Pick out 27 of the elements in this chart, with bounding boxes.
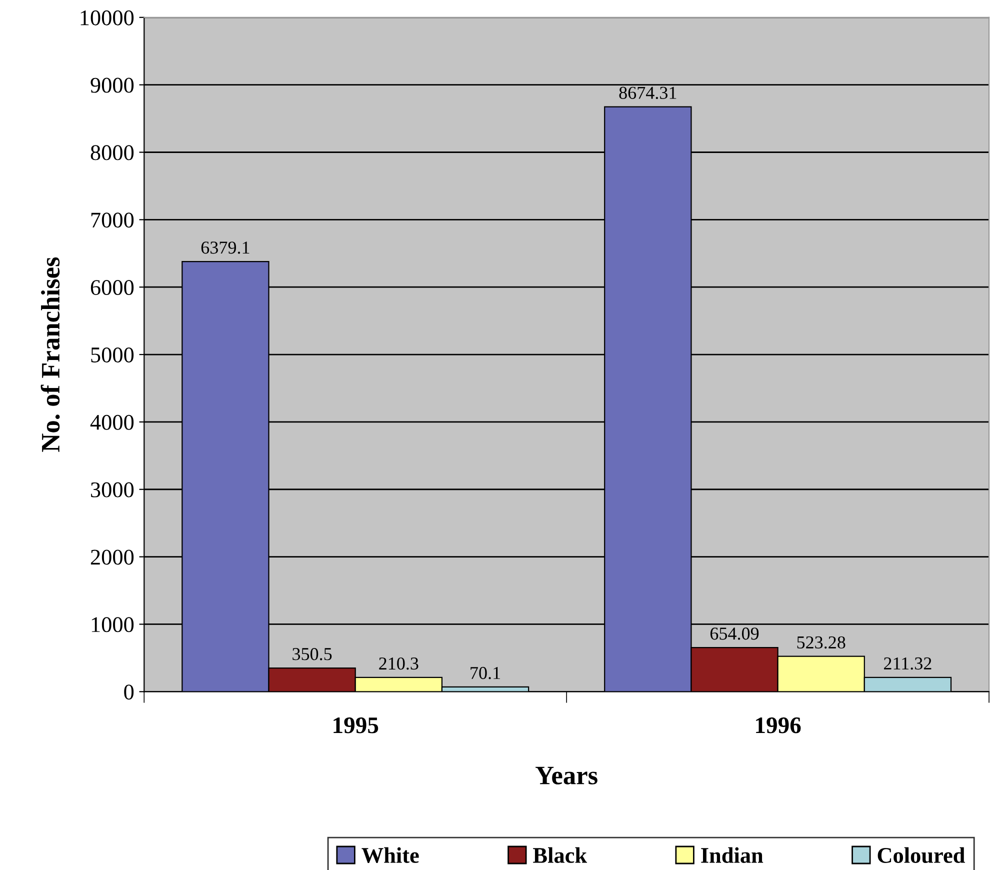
x-tick-label: 1996 [756,717,801,734]
data-label: 350.5 [292,648,332,660]
y-tick-label: 8000 [90,145,134,160]
y-tick-label: 9000 [90,78,134,93]
legend-label: White [362,847,419,864]
y-tick-label: 4000 [90,414,134,430]
data-label: 211.32 [884,657,932,670]
data-label: 210.3 [379,657,418,670]
y-tick-label: 6000 [90,280,134,296]
y-tick-label: 0 [124,684,134,700]
data-label: 70.1 [470,666,500,680]
y-tick-label: 5000 [91,347,134,362]
y-tick-label: 7000 [91,212,134,228]
x-axis-title: Years [536,766,598,784]
x-tick-label: 1995 [334,717,378,734]
data-label: 8674.31 [619,86,676,100]
y-tick-label: 2000 [90,550,134,565]
y-axis-title: No. of Franchises [40,257,60,452]
data-label: 6379.1 [201,242,250,254]
y-tick-label: 10000 [80,10,134,26]
data-label: 523.28 [797,636,846,649]
legend-label: Indian [701,847,764,863]
y-tick-label: 3000 [91,482,134,498]
legend-label: Black [533,847,588,863]
y-tick-label: 1000 [92,617,134,632]
data-label: 654.09 [710,628,759,640]
legend-label: Coloured [878,847,965,863]
